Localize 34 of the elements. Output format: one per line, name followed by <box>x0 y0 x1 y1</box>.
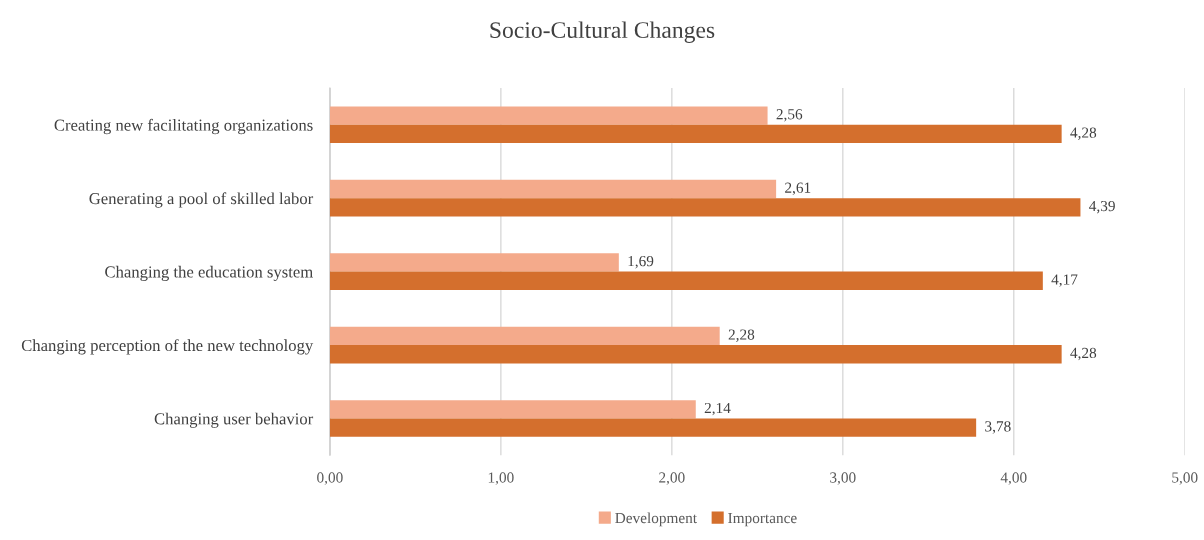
data-label: 2,28 <box>728 329 755 342</box>
bar <box>329 106 768 125</box>
data-label: 3,78 <box>985 421 1011 434</box>
bar <box>329 198 1081 217</box>
data-label: 2,14 <box>704 402 731 416</box>
bar <box>329 400 696 419</box>
legend-label: Importance <box>728 512 797 527</box>
legend-label: Development <box>615 512 697 527</box>
bar <box>329 124 1062 144</box>
x-tick-label: 1,00 <box>488 472 514 485</box>
data-label: 4,28 <box>1070 127 1097 140</box>
data-label: 2,61 <box>785 182 811 196</box>
bar <box>329 345 1062 364</box>
x-tick-label: 3,00 <box>830 472 856 485</box>
bar <box>329 418 977 437</box>
data-label: 4,28 <box>1070 347 1097 361</box>
y-tick-label: Generating a pool of skilled labor <box>89 192 314 208</box>
y-tick-label: Changing perception of the new technology <box>21 339 314 355</box>
bar <box>329 271 1043 290</box>
data-label: 2,56 <box>776 109 803 122</box>
chart-title: Socio-Cultural Changes <box>490 21 715 43</box>
x-tick-label: 2,00 <box>659 472 685 485</box>
y-tick-label: Changing the education system <box>105 265 313 281</box>
data-label: 4,39 <box>1089 200 1115 214</box>
x-tick-label: 4,00 <box>1000 472 1027 485</box>
x-tick-label: 5,00 <box>1172 472 1198 485</box>
bar <box>329 253 619 272</box>
bar <box>329 179 777 199</box>
data-label: 1,69 <box>628 256 654 269</box>
y-tick-label: Changing user behavior <box>154 412 314 428</box>
data-label: 4,17 <box>1051 274 1078 287</box>
y-tick-label: Creating new facilitating organizations <box>54 118 313 135</box>
x-tick-label: 0,00 <box>317 472 343 485</box>
bar <box>329 326 720 346</box>
